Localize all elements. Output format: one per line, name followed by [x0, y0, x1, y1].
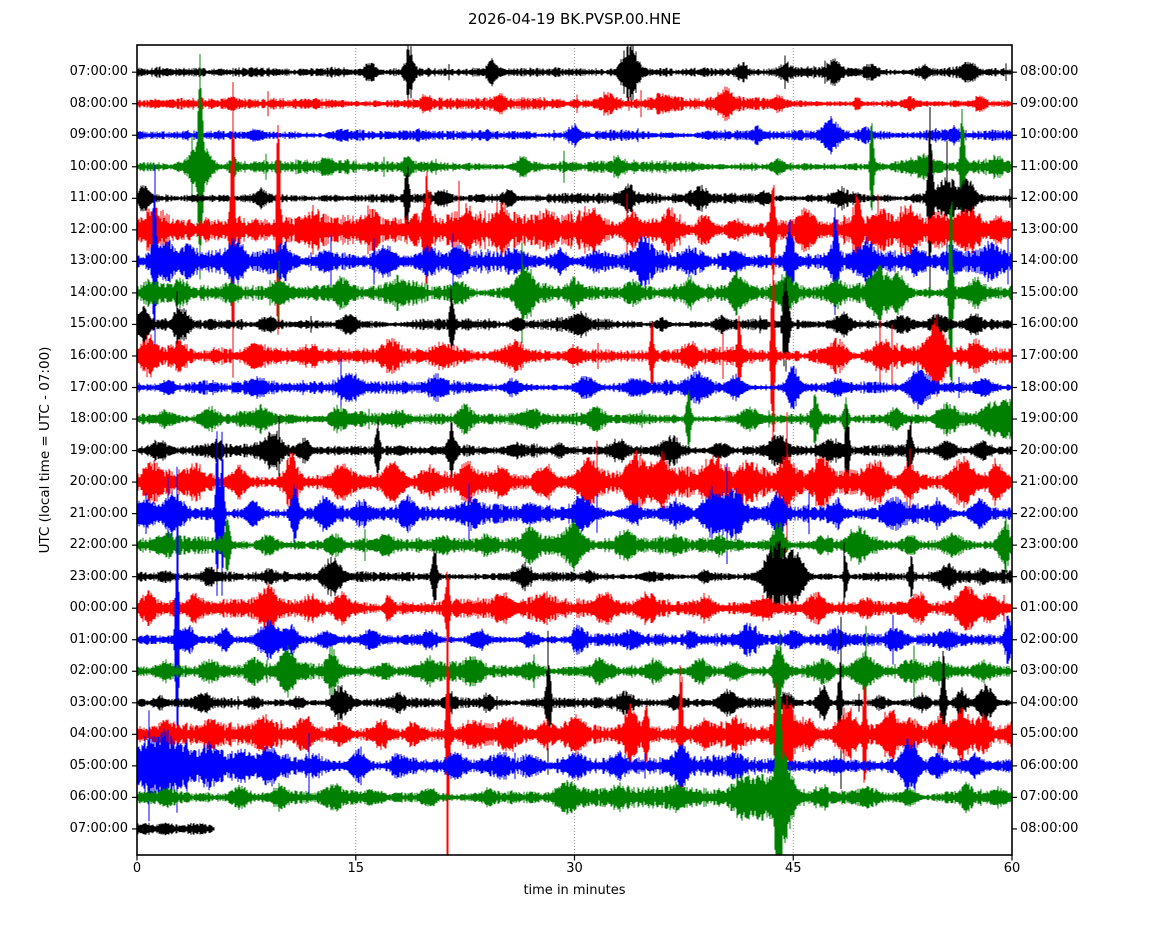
- local-time-label: 01:00:00: [1020, 600, 1079, 616]
- utc-time-label: 21:00:00: [69, 505, 128, 521]
- x-tick-label: 30: [566, 861, 583, 876]
- utc-time-label: 00:00:00: [69, 600, 128, 616]
- local-time-label: 03:00:00: [1020, 663, 1079, 679]
- utc-time-label: 12:00:00: [69, 221, 128, 237]
- utc-time-label: 16:00:00: [69, 347, 128, 363]
- local-time-label: 22:00:00: [1020, 505, 1079, 521]
- utc-time-label: 15:00:00: [69, 316, 128, 332]
- trace-row-07: [137, 822, 215, 836]
- utc-time-label: 05:00:00: [69, 757, 128, 773]
- trace-row-09: [137, 116, 1012, 155]
- local-time-label: 15:00:00: [1020, 284, 1079, 300]
- utc-time-label: 07:00:00: [69, 820, 128, 836]
- local-time-label: 20:00:00: [1020, 442, 1079, 458]
- utc-time-label: 19:00:00: [69, 442, 128, 458]
- seismogram-traces: [137, 45, 1012, 855]
- local-time-label: 21:00:00: [1020, 474, 1079, 490]
- utc-time-label: 06:00:00: [69, 789, 128, 805]
- local-time-label: 18:00:00: [1020, 379, 1079, 395]
- local-time-label: 06:00:00: [1020, 757, 1079, 773]
- local-time-label: 08:00:00: [1020, 820, 1079, 836]
- local-time-label: 00:00:00: [1020, 568, 1079, 584]
- utc-time-label: 13:00:00: [69, 253, 128, 269]
- local-time-label: 09:00:00: [1020, 95, 1079, 111]
- local-time-label: 08:00:00: [1020, 64, 1079, 80]
- utc-time-label: 07:00:00: [69, 64, 128, 80]
- utc-time-label: 09:00:00: [69, 127, 128, 143]
- local-time-label: 17:00:00: [1020, 347, 1079, 363]
- utc-time-label: 01:00:00: [69, 631, 128, 647]
- utc-time-label: 17:00:00: [69, 379, 128, 395]
- local-time-label: 05:00:00: [1020, 726, 1079, 742]
- local-time-label: 10:00:00: [1020, 127, 1079, 143]
- local-time-label: 02:00:00: [1020, 631, 1079, 647]
- x-axis-label: time in minutes: [523, 883, 626, 898]
- local-time-label: 07:00:00: [1020, 789, 1079, 805]
- figure-title: 2026-04-19 BK.PVSP.00.HNE: [468, 10, 681, 28]
- utc-time-label: 03:00:00: [69, 694, 128, 710]
- trace-row-22: [137, 517, 1012, 573]
- local-time-label: 14:00:00: [1020, 253, 1079, 269]
- plot-area: [137, 45, 1012, 855]
- utc-time-label: 22:00:00: [69, 537, 128, 553]
- local-time-label: 19:00:00: [1020, 411, 1079, 427]
- utc-time-label: 04:00:00: [69, 726, 128, 742]
- utc-time-label: 14:00:00: [69, 284, 128, 300]
- utc-time-label: 08:00:00: [69, 95, 128, 111]
- x-tick-label: 60: [1003, 861, 1021, 876]
- local-time-label: 23:00:00: [1020, 537, 1079, 553]
- utc-time-label: 02:00:00: [69, 663, 128, 679]
- local-time-label: 12:00:00: [1020, 190, 1079, 206]
- x-tick-label: 45: [784, 861, 802, 876]
- trace-row-08: [137, 86, 1012, 121]
- local-time-label: 11:00:00: [1020, 158, 1079, 174]
- x-tick-label: 0: [132, 861, 142, 876]
- local-time-label: 16:00:00: [1020, 316, 1079, 332]
- local-time-label: 04:00:00: [1020, 694, 1079, 710]
- utc-time-label: 23:00:00: [69, 568, 128, 584]
- local-time-label: 13:00:00: [1020, 221, 1079, 237]
- utc-time-label: 10:00:00: [69, 158, 128, 174]
- x-tick-label: 15: [347, 861, 365, 876]
- utc-time-label: 11:00:00: [69, 190, 128, 206]
- utc-time-label: 18:00:00: [69, 411, 128, 427]
- utc-time-label: 20:00:00: [69, 474, 128, 490]
